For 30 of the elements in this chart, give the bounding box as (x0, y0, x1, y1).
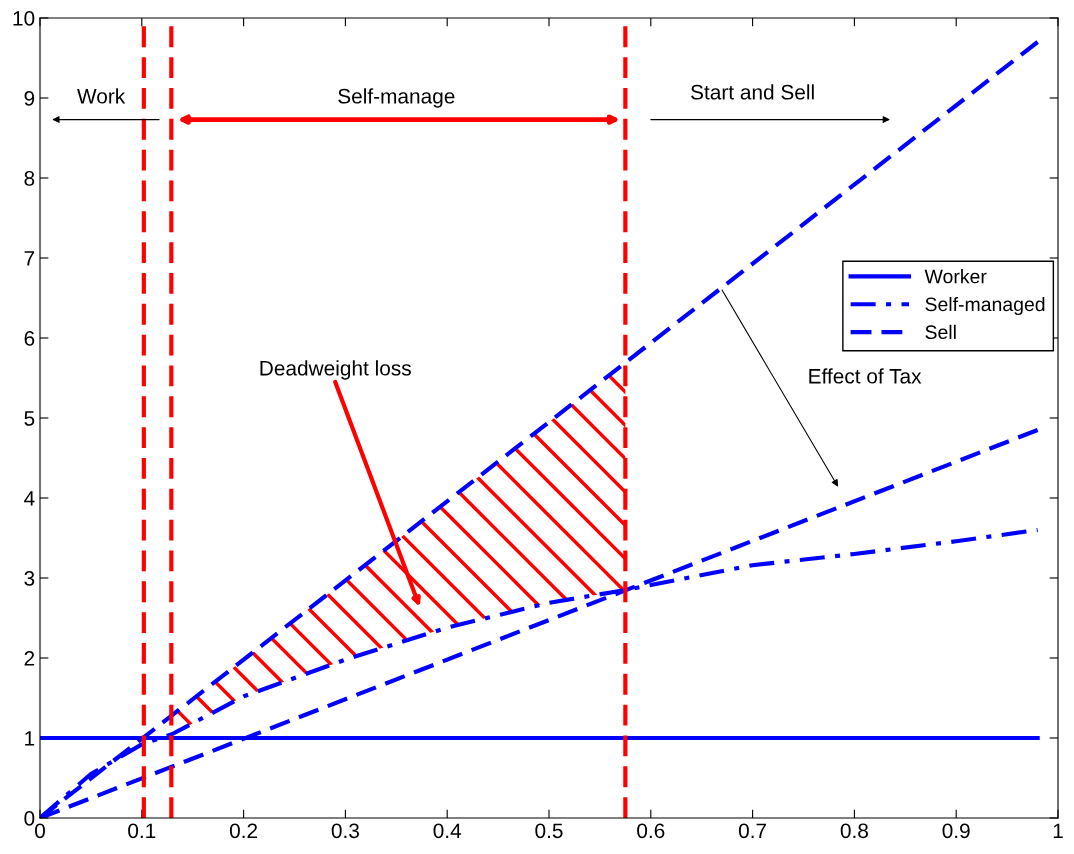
x-tick-label: 0.3 (331, 823, 359, 839)
y-tick-label: 7 (24, 251, 35, 266)
x-tick-label: 0.1 (128, 823, 156, 839)
annotation: Effect of Tax (809, 368, 922, 384)
annotation: Deadweight loss (260, 360, 411, 380)
x-tick-label: 0.7 (738, 823, 767, 839)
y-tick-label: 9 (24, 91, 35, 106)
legend-label: Self-managed (925, 296, 1045, 316)
y-tick-label: 10 (13, 11, 35, 26)
y-tick-label: 3 (24, 571, 35, 586)
x-tick-label: 1 (1053, 823, 1063, 838)
y-tick-label: 8 (24, 171, 35, 186)
x-tick-label: 0.5 (535, 823, 563, 839)
legend-label: Worker (924, 269, 987, 284)
y-tick-label: 1 (25, 731, 35, 746)
x-tick-label: 0.2 (229, 823, 258, 839)
y-tick-label: 5 (24, 411, 35, 426)
annotation: Start and Sell (691, 84, 814, 100)
x-tick-label: 0.4 (433, 823, 462, 839)
x-tick-label: 0.8 (840, 823, 868, 839)
annotation: Work (77, 88, 126, 104)
y-tick-label: 0 (24, 811, 35, 826)
y-tick-label: 4 (24, 491, 35, 506)
legend-label: Sell (925, 324, 956, 340)
annotation: Self-manage (338, 88, 455, 108)
x-tick-label: 0 (35, 823, 45, 839)
y-tick-label: 2 (24, 651, 35, 666)
x-tick-label: 0.6 (637, 823, 665, 839)
y-tick-label: 6 (24, 331, 35, 346)
x-tick-label: 0.9 (942, 823, 970, 839)
